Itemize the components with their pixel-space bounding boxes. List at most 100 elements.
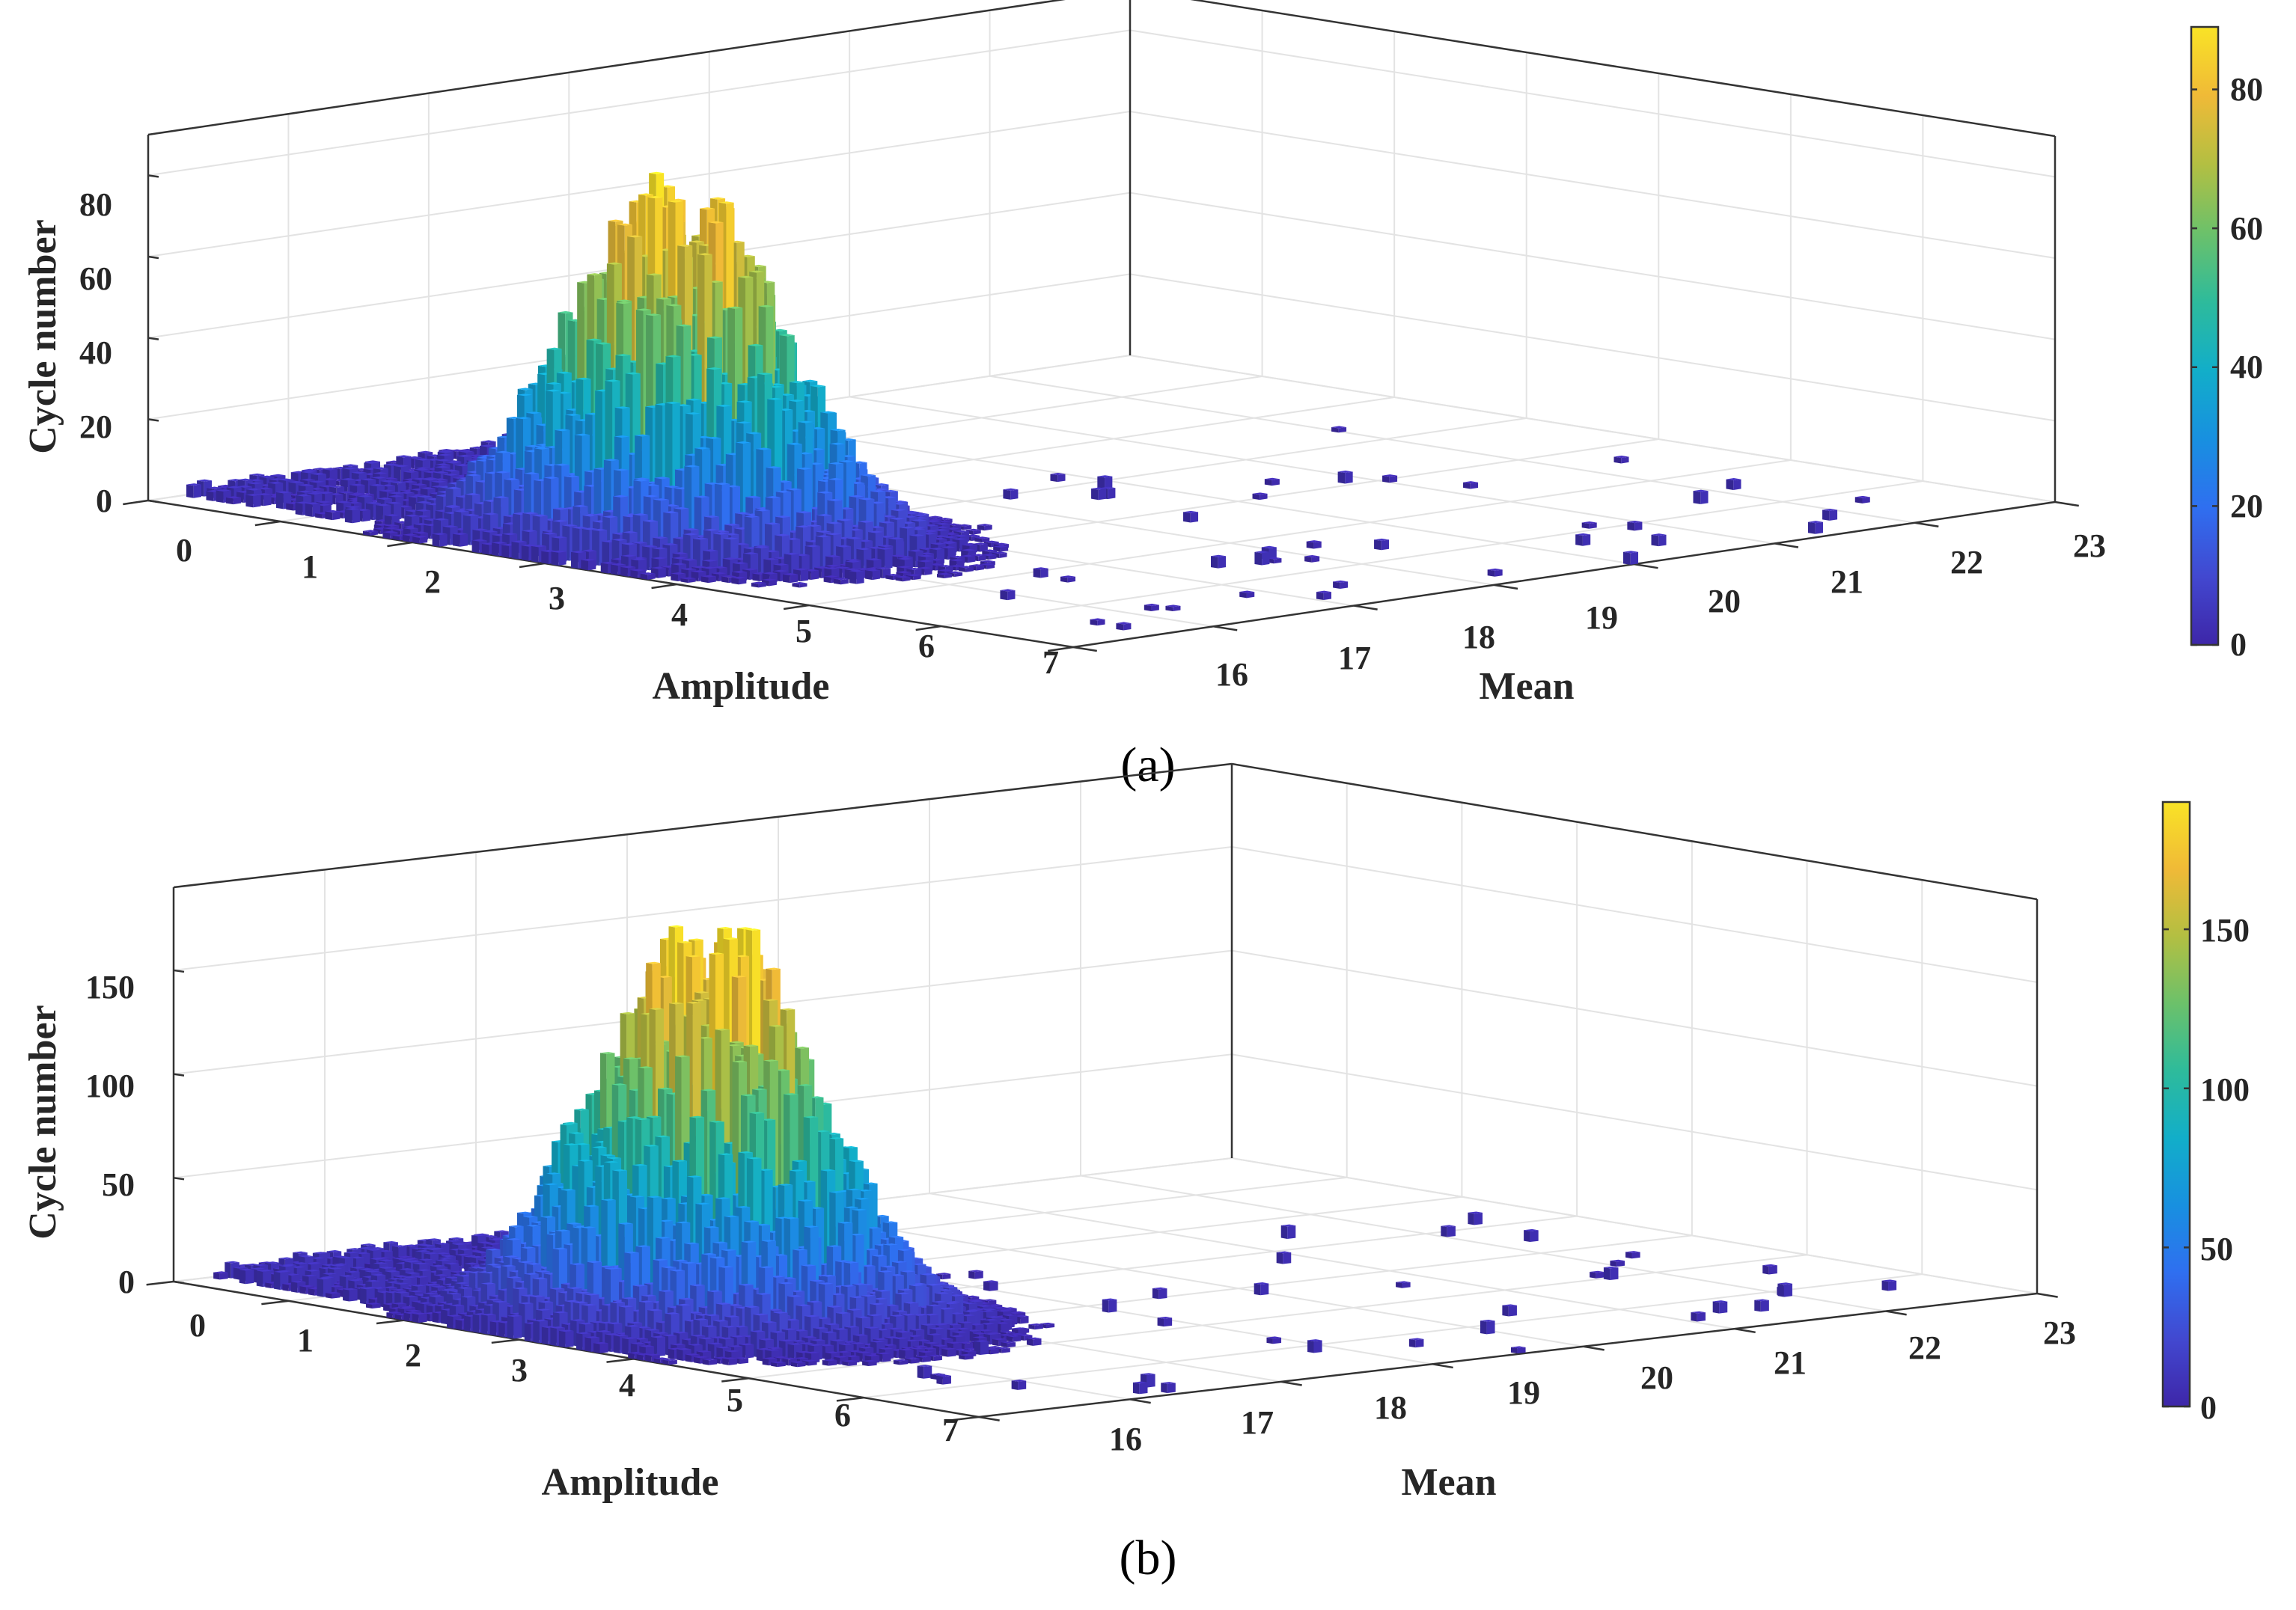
bar-side-face bbox=[332, 511, 341, 521]
bar bbox=[1337, 470, 1353, 484]
floor-grid-line bbox=[941, 480, 1923, 627]
bar-side-face bbox=[1815, 521, 1823, 534]
bar-top-face bbox=[403, 470, 419, 474]
bar-top-face bbox=[342, 467, 358, 470]
bar-front-face bbox=[1651, 534, 1659, 547]
bar-front-face bbox=[432, 533, 440, 547]
bar bbox=[977, 524, 992, 531]
bar-top-face bbox=[424, 471, 439, 474]
x-tick-mark bbox=[254, 520, 281, 527]
bar-side-face bbox=[1634, 521, 1643, 531]
bar bbox=[432, 533, 448, 547]
floor-grid-line bbox=[989, 375, 1915, 524]
axes-edge bbox=[1190, 0, 2056, 138]
bar bbox=[1822, 508, 1838, 521]
y-tick-mark bbox=[1774, 542, 1799, 548]
bar-top-face bbox=[1382, 474, 1398, 477]
bar-top-face bbox=[301, 469, 317, 472]
bar-front-face bbox=[1627, 521, 1635, 531]
z-tick-mark bbox=[147, 255, 159, 260]
bar-side-face bbox=[1313, 541, 1322, 549]
bar bbox=[1374, 538, 1390, 551]
y-tick-mark bbox=[1213, 625, 1238, 631]
z-tick-mark bbox=[147, 499, 159, 503]
axes-box-a bbox=[123, 0, 2079, 652]
z-tick-mark bbox=[147, 337, 159, 340]
bar-top-face bbox=[445, 461, 461, 464]
bar-top-face bbox=[434, 465, 450, 468]
bar bbox=[1627, 520, 1643, 531]
bar-top-face bbox=[1337, 470, 1353, 474]
bar-front-face bbox=[1613, 456, 1622, 464]
bar bbox=[325, 509, 341, 521]
bar-front-face bbox=[1091, 488, 1099, 501]
bar bbox=[1091, 487, 1107, 501]
z-tick-mark bbox=[147, 174, 159, 178]
bar-front-face bbox=[1822, 509, 1830, 521]
y-tick-mark bbox=[1494, 584, 1518, 590]
bar-front-face bbox=[344, 509, 352, 524]
bar-top-face bbox=[396, 455, 412, 458]
bar bbox=[225, 496, 241, 505]
bar bbox=[1306, 540, 1322, 549]
bar-front-face bbox=[452, 533, 460, 547]
bar-front-face bbox=[1306, 541, 1314, 549]
floor-grid-line bbox=[808, 459, 1792, 606]
bar-side-face bbox=[362, 509, 370, 522]
bar-side-face bbox=[1108, 488, 1116, 500]
bar-side-face bbox=[419, 536, 428, 544]
bar-top-face bbox=[1613, 456, 1629, 459]
bar bbox=[1252, 492, 1268, 501]
bar-top-face bbox=[383, 463, 399, 466]
bar-front-face bbox=[412, 536, 420, 544]
wall-grid-line bbox=[147, 29, 2056, 178]
axes-edge bbox=[1072, 501, 2056, 649]
bar bbox=[1575, 533, 1591, 546]
bar-side-face bbox=[352, 509, 360, 524]
bar-front-face bbox=[225, 497, 233, 505]
bar bbox=[344, 507, 360, 524]
bar-side-face bbox=[263, 494, 272, 506]
bar bbox=[1003, 488, 1019, 500]
bar-front-face bbox=[471, 540, 480, 554]
bar-side-face bbox=[1470, 482, 1479, 489]
bar-front-face bbox=[286, 503, 293, 511]
bar bbox=[1183, 510, 1199, 523]
bar-top-face bbox=[480, 440, 496, 443]
bar-side-face bbox=[1010, 489, 1019, 500]
x-tick-mark bbox=[387, 541, 413, 548]
x-tick-mark bbox=[1048, 646, 1074, 652]
bar-top-face bbox=[458, 450, 474, 453]
bar-front-face bbox=[1331, 426, 1339, 433]
bar-top-face bbox=[414, 468, 430, 471]
bars-a bbox=[186, 171, 1870, 631]
bar-side-face bbox=[1190, 512, 1199, 523]
bar-front-face bbox=[276, 492, 284, 509]
bar bbox=[1581, 521, 1597, 529]
bar-side-face bbox=[1098, 488, 1107, 501]
bar-top-face bbox=[1331, 426, 1347, 429]
bar-front-face bbox=[1693, 491, 1701, 504]
bar bbox=[1050, 473, 1066, 483]
bar-side-face bbox=[1700, 491, 1709, 504]
bar-top-face bbox=[479, 444, 495, 447]
bar-side-face bbox=[1271, 479, 1280, 486]
bar-top-face bbox=[439, 449, 454, 452]
bar bbox=[1613, 456, 1629, 464]
bar bbox=[1726, 478, 1741, 490]
y-tick-mark bbox=[1634, 563, 1658, 569]
bar-top-face bbox=[415, 467, 430, 470]
bar-side-face bbox=[1389, 475, 1398, 483]
bar-top-face bbox=[322, 468, 338, 471]
y-tick-mark bbox=[1072, 646, 1097, 652]
bar-front-face bbox=[1337, 471, 1346, 484]
bar-top-face bbox=[1050, 473, 1066, 476]
bar-side-face bbox=[1345, 471, 1353, 484]
bar-top-face bbox=[454, 464, 470, 467]
x-tick-mark bbox=[519, 562, 545, 569]
floor-grid-line bbox=[709, 417, 1634, 566]
bar-top-face bbox=[435, 463, 451, 466]
bar-side-face bbox=[233, 497, 241, 505]
bar-top-face bbox=[468, 454, 484, 457]
